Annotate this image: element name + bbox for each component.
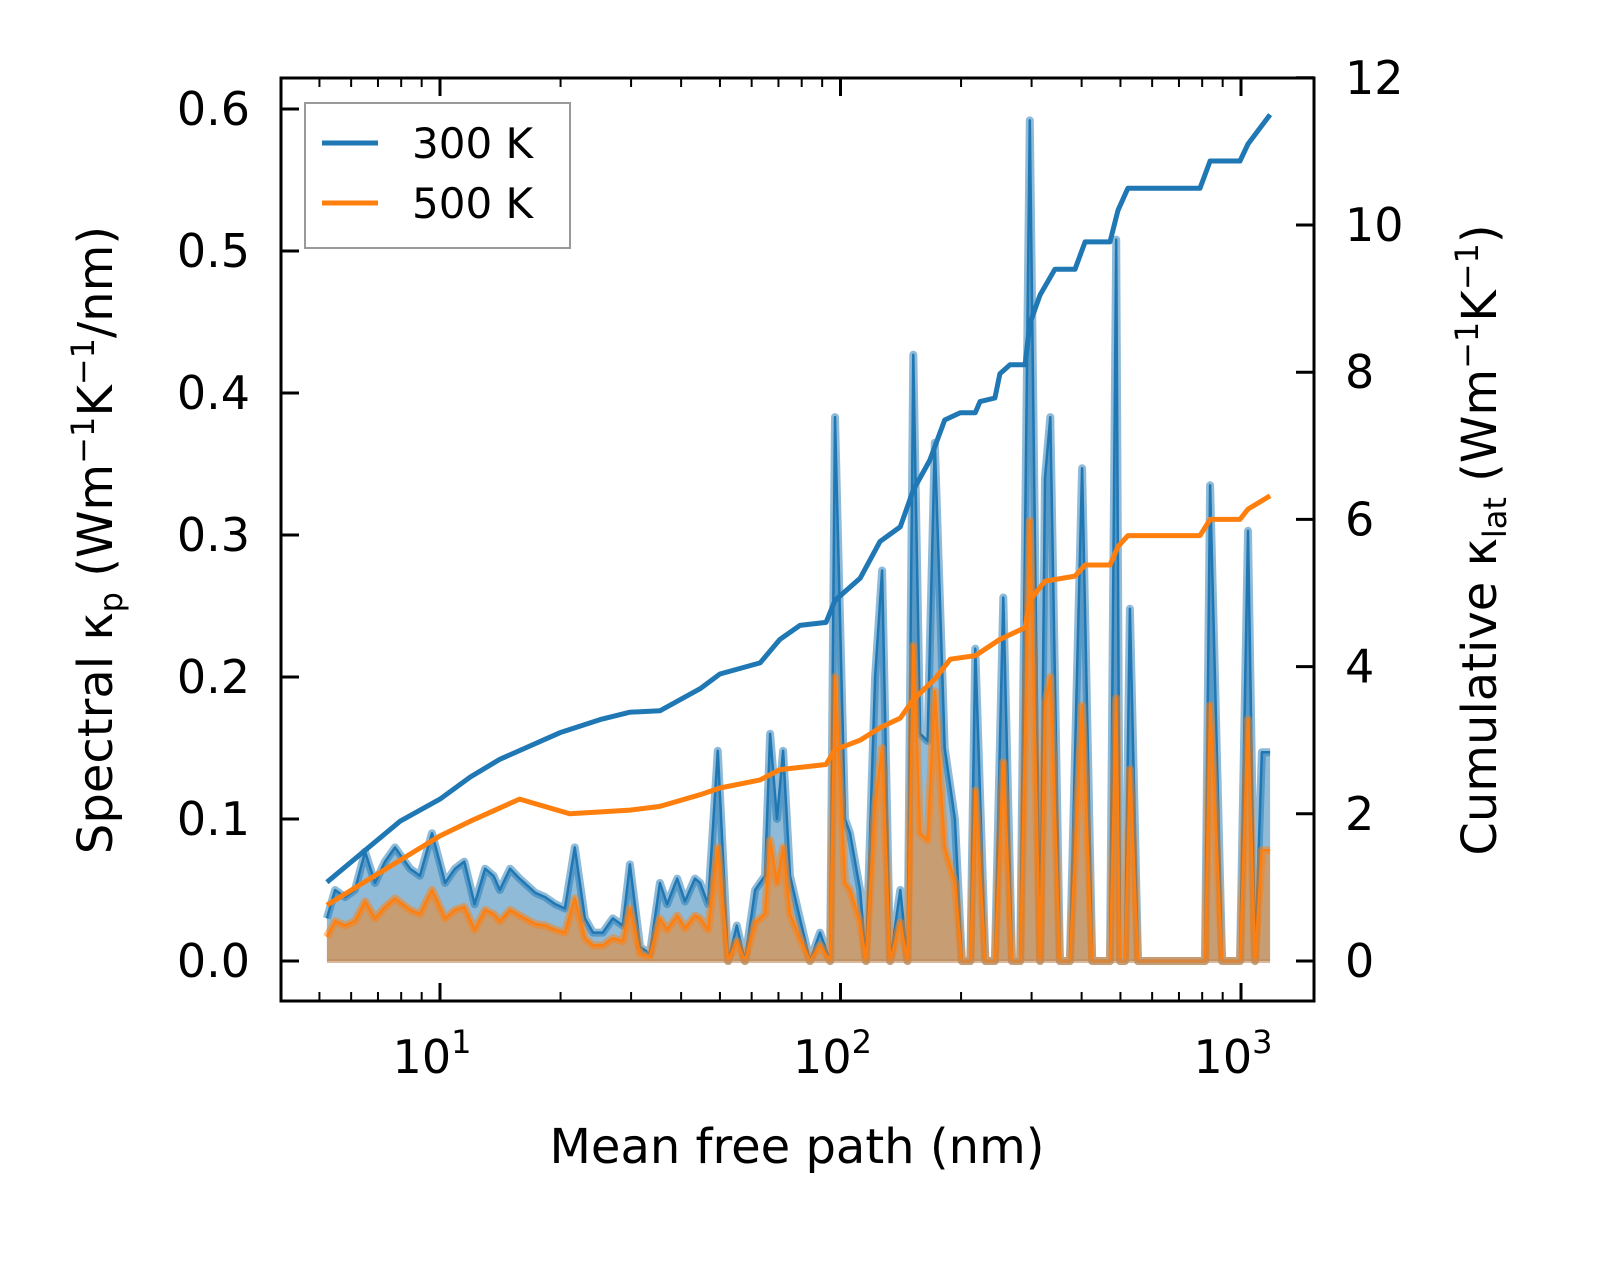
cumulative-500k-line — [325, 493, 1272, 908]
y-tick-label-right: 8 — [1345, 345, 1374, 399]
plot-frame — [279, 76, 1316, 1003]
y-tick-label-left: 0.4 — [177, 366, 250, 420]
y-tick-label-right: 10 — [1345, 198, 1404, 252]
y-tick-label-right: 2 — [1345, 787, 1374, 841]
y-tick-label-left: 0.1 — [177, 792, 250, 846]
y-tick-label-left: 0.3 — [177, 508, 250, 562]
legend-box — [304, 102, 571, 249]
y-tick-label-right: 6 — [1345, 492, 1374, 546]
y-axis-left-label: Spectral κp (Wm−1K−1/nm) — [64, 226, 130, 854]
legend-label-300k: 300 K — [412, 119, 535, 168]
y-tick-label-left: 0.2 — [177, 650, 250, 704]
y-axis-right-label: Cumulative κlat (Wm−1K−1) — [1448, 224, 1514, 855]
y-tick-label-left: 0.0 — [177, 934, 250, 988]
y-tick-label-right: 0 — [1345, 934, 1374, 988]
y-tick-label-left: 0.5 — [177, 224, 250, 278]
x-tick-label: 102 — [793, 1023, 872, 1084]
legend-label-500k: 500 K — [412, 179, 535, 228]
x-tick-label: 101 — [393, 1023, 472, 1084]
y-tick-label-left: 0.6 — [177, 82, 250, 136]
legend: 300 K 500 K — [304, 102, 571, 249]
y-tick-label-right: 12 — [1345, 51, 1404, 105]
cumulative-300k-line — [325, 113, 1273, 885]
x-tick-label: 103 — [1194, 1023, 1273, 1084]
plot-marks — [323, 113, 1273, 965]
x-axis-label: Mean free path (nm) — [550, 1119, 1045, 1175]
y-tick-label-right: 4 — [1345, 640, 1374, 694]
